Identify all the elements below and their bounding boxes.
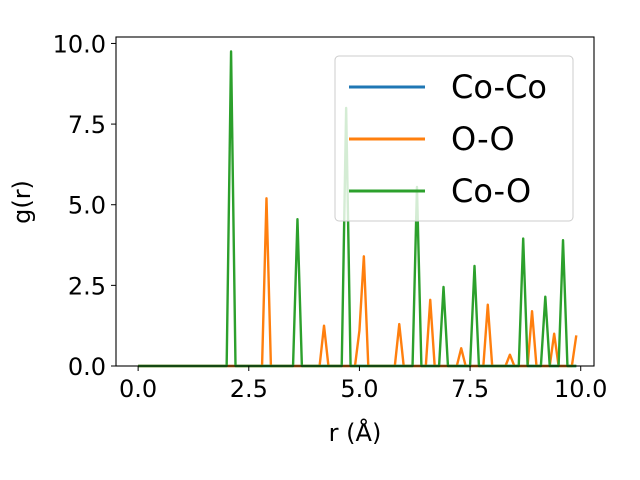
x-axis-ticks: 0.0 2.5 5.0 7.5 10.0 xyxy=(119,366,607,403)
x-tick-label: 7.5 xyxy=(451,375,489,403)
x-axis-label: r (Å) xyxy=(329,418,382,447)
legend-box xyxy=(334,55,574,222)
y-tick-label: 5.0 xyxy=(68,192,106,220)
x-tick-label: 0.0 xyxy=(119,375,157,403)
y-axis-label: g(r) xyxy=(8,180,36,224)
y-tick-label: 0.0 xyxy=(68,353,106,381)
series-line-co-o xyxy=(138,50,577,368)
x-tick-label: 10.0 xyxy=(554,375,607,403)
legend-label: Co-Co xyxy=(451,68,547,106)
x-tick-label: 2.5 xyxy=(230,375,268,403)
legend-label: Co-O xyxy=(451,172,531,210)
legend-label: O-O xyxy=(451,120,515,158)
legend: Co-Co O-O Co-O xyxy=(334,55,574,222)
y-tick-label: 2.5 xyxy=(68,272,106,300)
y-axis-ticks: 0.0 2.5 5.0 7.5 10.0 xyxy=(53,30,116,381)
plot-frame xyxy=(115,36,595,367)
y-tick-label: 7.5 xyxy=(68,111,106,139)
y-tick-label: 10.0 xyxy=(53,30,106,58)
x-tick-label: 5.0 xyxy=(340,375,378,403)
